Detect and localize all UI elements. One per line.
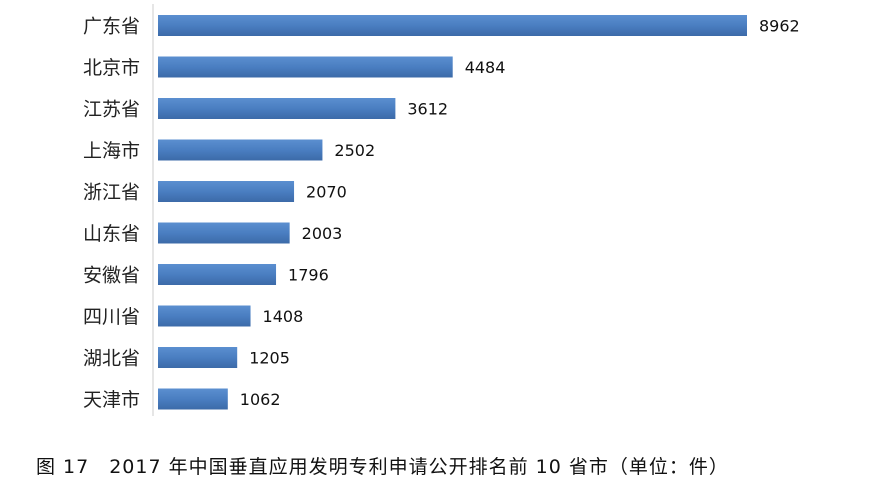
category-label: 北京市 bbox=[83, 57, 140, 79]
category-label: 上海市 bbox=[83, 140, 140, 162]
data-label: 1796 bbox=[288, 266, 329, 285]
category-label: 江苏省 bbox=[83, 99, 140, 121]
bar bbox=[158, 15, 747, 36]
category-label: 浙江省 bbox=[83, 182, 140, 204]
data-label: 4484 bbox=[465, 58, 506, 77]
category-label: 安徽省 bbox=[83, 265, 140, 287]
data-label: 2003 bbox=[302, 224, 343, 243]
bar bbox=[158, 222, 290, 244]
bar bbox=[158, 347, 238, 368]
data-label: 1408 bbox=[263, 307, 304, 326]
data-label: 1205 bbox=[249, 349, 290, 368]
figure-caption: 图 17 2017 年中国垂直应用发明专利申请公开排名前 10 省市（单位：件） bbox=[36, 456, 729, 478]
data-label: 2070 bbox=[306, 183, 347, 202]
bar bbox=[158, 388, 228, 410]
bar bbox=[158, 181, 295, 202]
bar-chart: 广东省 8962 北京市 4484 江苏省 3612 上海市 2502 浙江省 2070 山东省 20… bbox=[83, 4, 800, 416]
category-label: 天津市 bbox=[83, 389, 140, 411]
category-label: 四川省 bbox=[83, 306, 140, 328]
bar bbox=[158, 264, 277, 285]
category-label: 山东省 bbox=[83, 223, 140, 245]
bar bbox=[158, 305, 251, 327]
bar bbox=[158, 139, 323, 161]
data-label: 2502 bbox=[334, 141, 375, 160]
data-label: 8962 bbox=[759, 17, 800, 36]
bar bbox=[158, 98, 396, 119]
bar bbox=[158, 56, 453, 78]
data-label: 3612 bbox=[407, 100, 448, 119]
category-label: 广东省 bbox=[83, 16, 140, 38]
category-label: 湖北省 bbox=[83, 348, 140, 370]
data-label: 1062 bbox=[240, 390, 281, 409]
